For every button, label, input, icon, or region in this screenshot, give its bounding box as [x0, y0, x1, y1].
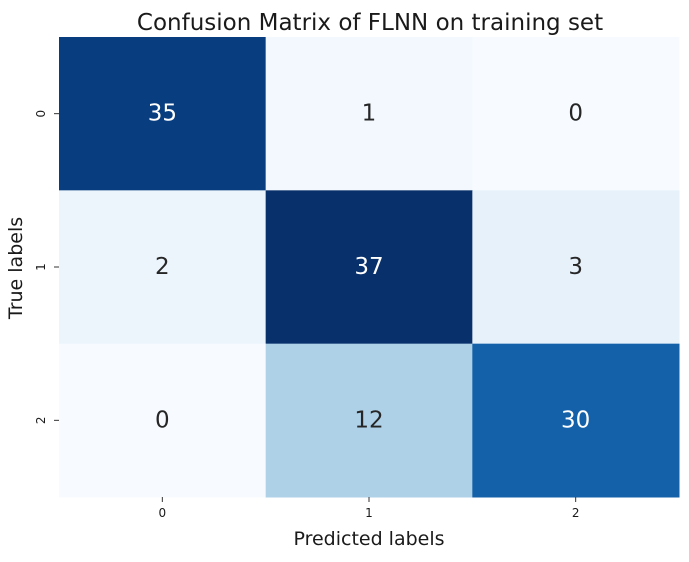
cell-value-0-2: 0 [568, 101, 583, 127]
heatmap-cells [59, 37, 680, 498]
heatmap-cell-1-2 [472, 190, 680, 345]
y-tick-label-2: 2 [34, 417, 48, 425]
y-axis-ticks: 0 1 2 [34, 110, 59, 424]
heatmap-cell-1-0 [59, 190, 267, 345]
heatmap-cell-0-1 [265, 37, 473, 191]
x-tick-label-2: 2 [572, 506, 580, 520]
cell-value-1-1: 37 [354, 254, 383, 280]
heatmap-cell-2-0 [59, 343, 267, 498]
heatmap-cell-1-1 [265, 190, 473, 345]
chart-title: Confusion Matrix of FLNN on training set [137, 10, 603, 36]
y-tick-label-0: 0 [34, 110, 48, 118]
cell-value-1-0: 2 [155, 254, 170, 280]
cell-value-2-2: 30 [561, 407, 590, 433]
heatmap-cell-2-2 [472, 343, 680, 498]
cell-value-1-2: 3 [568, 254, 583, 280]
heatmap-cell-0-0 [59, 37, 267, 191]
cell-value-2-1: 12 [354, 407, 383, 433]
cell-value-2-0: 0 [155, 407, 170, 433]
y-tick-label-1: 1 [34, 263, 48, 271]
x-tick-label-0: 0 [159, 506, 167, 520]
y-axis-label: True labels [5, 217, 27, 320]
x-tick-label-1: 1 [365, 506, 373, 520]
cell-value-0-0: 35 [148, 101, 177, 127]
heatmap-annotations: 35 1 02 37 30 12 30 [148, 101, 591, 434]
heatmap-cell-0-2 [472, 37, 680, 191]
x-axis-label: Predicted labels [293, 528, 444, 550]
cell-value-0-1: 1 [362, 101, 377, 127]
x-axis-ticks: 0 1 2 [159, 497, 580, 520]
heatmap-cell-2-1 [265, 343, 473, 498]
